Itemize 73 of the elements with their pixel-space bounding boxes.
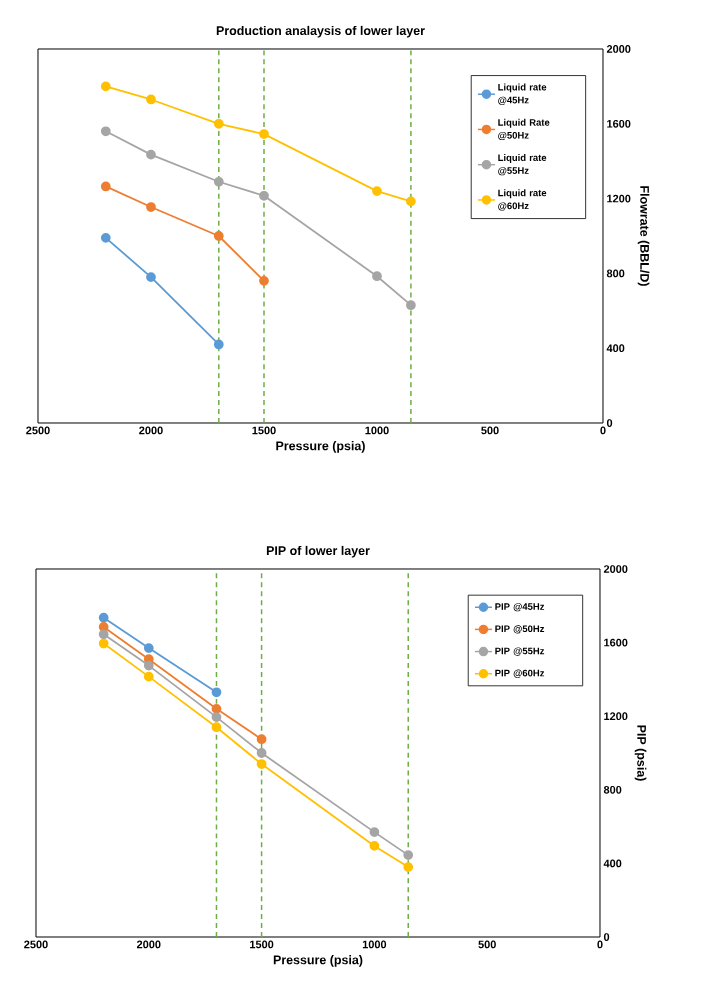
point — [369, 827, 380, 837]
y-tick-label: 2000 — [606, 45, 631, 53]
point — [256, 734, 267, 745]
point — [146, 149, 156, 160]
point — [211, 712, 222, 722]
point — [213, 176, 224, 187]
point — [369, 841, 380, 851]
point — [100, 181, 111, 192]
legend-label: Liquid Rate @50Hz — [498, 118, 550, 141]
x-tick-label: 500 — [478, 940, 496, 949]
point — [143, 660, 154, 671]
legend-label: Liquid rate @55Hz — [498, 154, 547, 176]
y-tick-label: 400 — [606, 344, 625, 353]
point — [146, 202, 156, 212]
point — [143, 643, 154, 653]
point — [259, 275, 269, 286]
y-tick-label: 0 — [603, 933, 610, 941]
point — [100, 81, 111, 92]
point — [146, 94, 156, 105]
y-tick-label: 1200 — [607, 194, 631, 203]
point — [98, 629, 109, 640]
legend-label: PIP @60Hz — [495, 669, 545, 678]
point — [98, 638, 109, 649]
y-tick-label: 800 — [603, 785, 622, 794]
point — [256, 759, 267, 769]
y-tick-label: 400 — [603, 859, 622, 868]
point — [211, 687, 222, 698]
x-tick-label: 1500 — [252, 426, 276, 435]
point — [146, 272, 156, 283]
x-tick-label: 1500 — [250, 940, 274, 949]
legend-label: Liquid rate @60Hz — [498, 189, 547, 211]
x-axis-title: Pressure (psia) — [273, 955, 363, 967]
legend-label: Liquid rate @45Hz — [498, 83, 547, 105]
x-tick-label: 2000 — [136, 940, 161, 949]
y-axis-title: Flowrate (BBL/D) — [637, 186, 650, 286]
point — [143, 671, 154, 682]
legend-label: PIP @55Hz — [495, 647, 545, 656]
point — [403, 850, 414, 860]
point — [211, 703, 222, 714]
x-tick-label: 500 — [481, 426, 499, 435]
x-tick-label: 1000 — [362, 940, 387, 949]
x-tick-label: 2500 — [26, 426, 50, 435]
point — [100, 126, 111, 137]
x-tick-label: 0 — [597, 940, 603, 949]
point — [256, 748, 267, 758]
chart-title: Production analaysis of lower layer — [216, 25, 425, 38]
point — [213, 118, 224, 129]
point — [259, 190, 269, 201]
point — [403, 862, 414, 872]
x-axis-title: Pressure (psia) — [276, 441, 365, 453]
legend-label: PIP @50Hz — [495, 625, 545, 634]
point — [213, 231, 224, 241]
point — [211, 722, 222, 733]
x-tick-label: 2000 — [139, 426, 163, 435]
y-tick-label: 1200 — [604, 712, 628, 721]
point — [98, 612, 109, 623]
y-tick-label: 0 — [606, 419, 613, 427]
x-tick-label: 1000 — [365, 426, 389, 435]
chart-title: PIP of lower layer — [266, 545, 370, 558]
point — [213, 339, 224, 350]
y-tick-label: 1600 — [607, 119, 631, 128]
legend-label: PIP @45Hz — [495, 603, 545, 612]
point — [406, 300, 416, 311]
y-tick-label: 800 — [606, 269, 625, 278]
y-tick-label: 1600 — [604, 638, 628, 647]
point — [372, 271, 382, 282]
y-tick-label: 2000 — [603, 565, 628, 573]
point — [100, 232, 111, 243]
y-axis-title: PIP (psia) — [634, 725, 647, 781]
point — [259, 129, 269, 139]
point — [372, 186, 382, 196]
point — [406, 196, 416, 207]
x-tick-label: 2500 — [24, 940, 48, 949]
